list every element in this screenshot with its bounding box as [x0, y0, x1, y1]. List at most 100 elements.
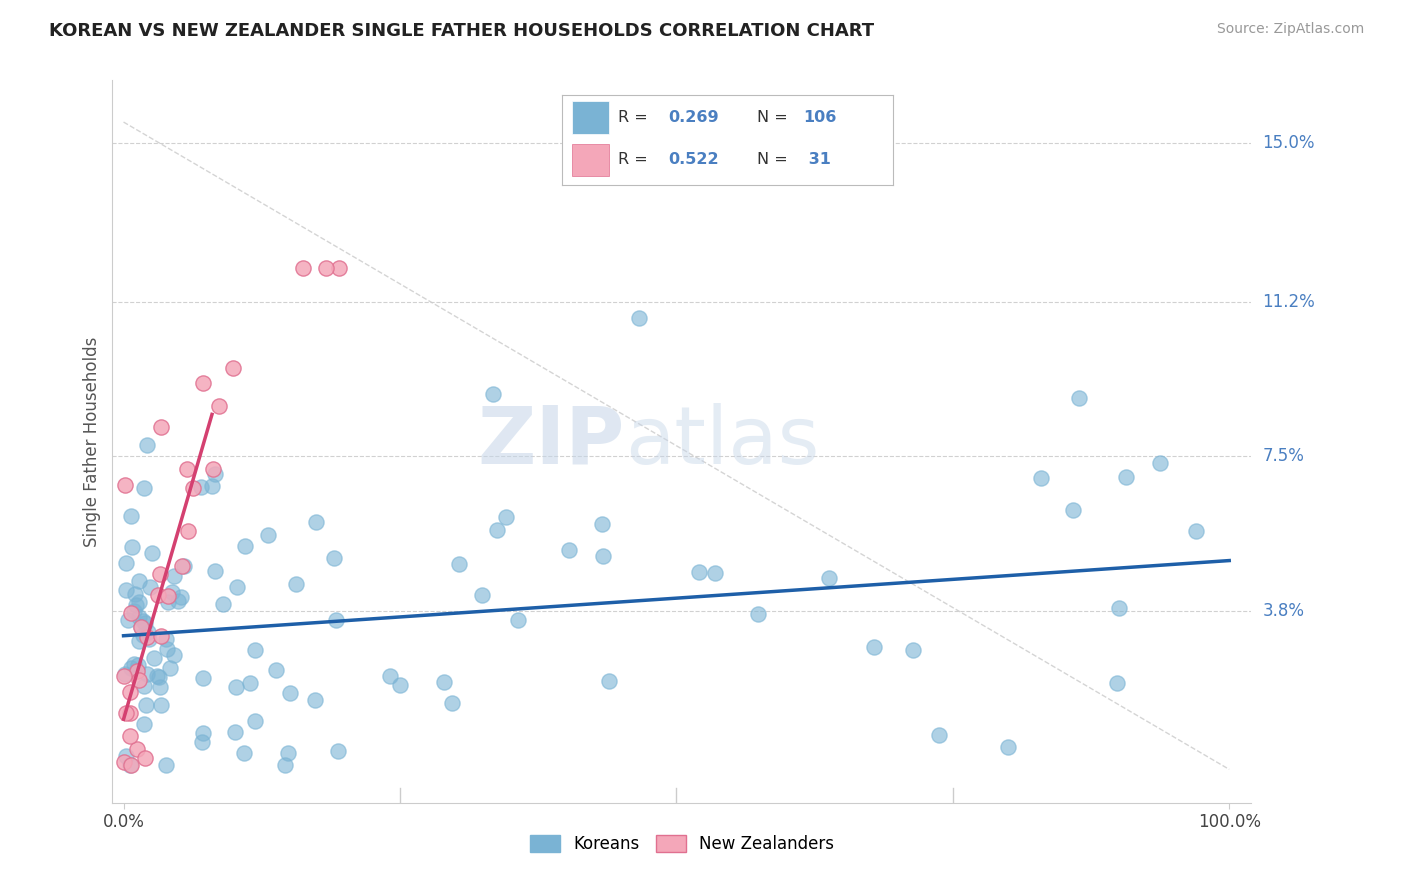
Point: [471, 588, 494, 602]
Point: [139, 580, 162, 594]
Point: [149, 681, 172, 695]
Point: [155, 758, 177, 772]
Point: [135, 666, 157, 681]
Point: [592, 549, 614, 564]
Point: [177, 524, 200, 538]
Point: [201, 479, 224, 493]
Point: [703, 566, 725, 580]
Text: Source: ZipAtlas.com: Source: ZipAtlas.com: [1216, 22, 1364, 37]
Point: [125, 741, 148, 756]
Point: [506, 613, 529, 627]
Point: [132, 679, 155, 693]
Point: [120, 706, 142, 721]
Point: [135, 438, 157, 452]
Point: [278, 686, 301, 700]
Point: [1115, 470, 1137, 484]
Point: [120, 729, 142, 743]
Point: [125, 598, 148, 612]
Point: [146, 669, 169, 683]
Point: [264, 663, 287, 677]
Point: [149, 629, 172, 643]
Point: [997, 740, 1019, 755]
Point: [441, 696, 464, 710]
Point: [486, 523, 509, 537]
Point: [747, 607, 769, 622]
Point: [245, 643, 267, 657]
Point: [121, 509, 143, 524]
Point: [315, 261, 337, 276]
Point: [120, 606, 142, 620]
Point: [193, 671, 215, 685]
Point: [141, 546, 163, 560]
Point: [166, 594, 188, 608]
Point: [120, 758, 142, 772]
Point: [1029, 471, 1052, 485]
Point: [127, 658, 149, 673]
Point: [239, 676, 262, 690]
Text: atlas: atlas: [624, 402, 820, 481]
Point: [163, 648, 186, 662]
Point: [225, 580, 247, 594]
Point: [129, 620, 152, 634]
Point: [212, 597, 235, 611]
Point: [114, 749, 136, 764]
Point: [156, 589, 179, 603]
Point: [482, 386, 505, 401]
Point: [120, 758, 142, 772]
Point: [433, 674, 456, 689]
Point: [149, 567, 172, 582]
Point: [156, 642, 179, 657]
Point: [191, 726, 214, 740]
Point: [204, 564, 226, 578]
Point: [378, 669, 401, 683]
Point: [127, 664, 149, 678]
Point: [1184, 524, 1206, 538]
Point: [285, 577, 308, 591]
Text: 15.0%: 15.0%: [1263, 134, 1315, 152]
Point: [157, 594, 180, 608]
Point: [627, 311, 650, 326]
Point: [134, 750, 156, 764]
Point: [818, 571, 841, 585]
Point: [304, 693, 326, 707]
Point: [598, 674, 620, 689]
Point: [159, 661, 181, 675]
Point: [170, 591, 193, 605]
Point: [135, 698, 157, 712]
Point: [114, 669, 136, 683]
Point: [138, 632, 160, 646]
Point: [277, 746, 299, 760]
Point: [115, 582, 138, 597]
Point: [148, 670, 170, 684]
Point: [204, 467, 226, 482]
Point: [120, 661, 142, 675]
Text: 11.2%: 11.2%: [1263, 293, 1315, 310]
Point: [305, 515, 328, 529]
Point: [190, 480, 212, 494]
Point: [495, 509, 517, 524]
Point: [207, 400, 229, 414]
Point: [132, 717, 155, 731]
Point: [274, 758, 297, 772]
Point: [591, 516, 613, 531]
Point: [557, 543, 579, 558]
Point: [688, 565, 710, 579]
Point: [122, 604, 145, 618]
Point: [114, 478, 136, 492]
Point: [129, 620, 152, 634]
Point: [134, 481, 156, 495]
Point: [1105, 675, 1128, 690]
Point: [117, 613, 139, 627]
Point: [388, 678, 411, 692]
Y-axis label: Single Father Households: Single Father Households: [83, 336, 101, 547]
Point: [124, 587, 146, 601]
Point: [120, 685, 142, 699]
Point: [183, 481, 205, 495]
Point: [257, 527, 280, 541]
Point: [128, 574, 150, 589]
Point: [112, 756, 135, 770]
Text: 3.8%: 3.8%: [1263, 602, 1305, 620]
Point: [901, 642, 924, 657]
Point: [132, 615, 155, 629]
Point: [131, 628, 153, 642]
